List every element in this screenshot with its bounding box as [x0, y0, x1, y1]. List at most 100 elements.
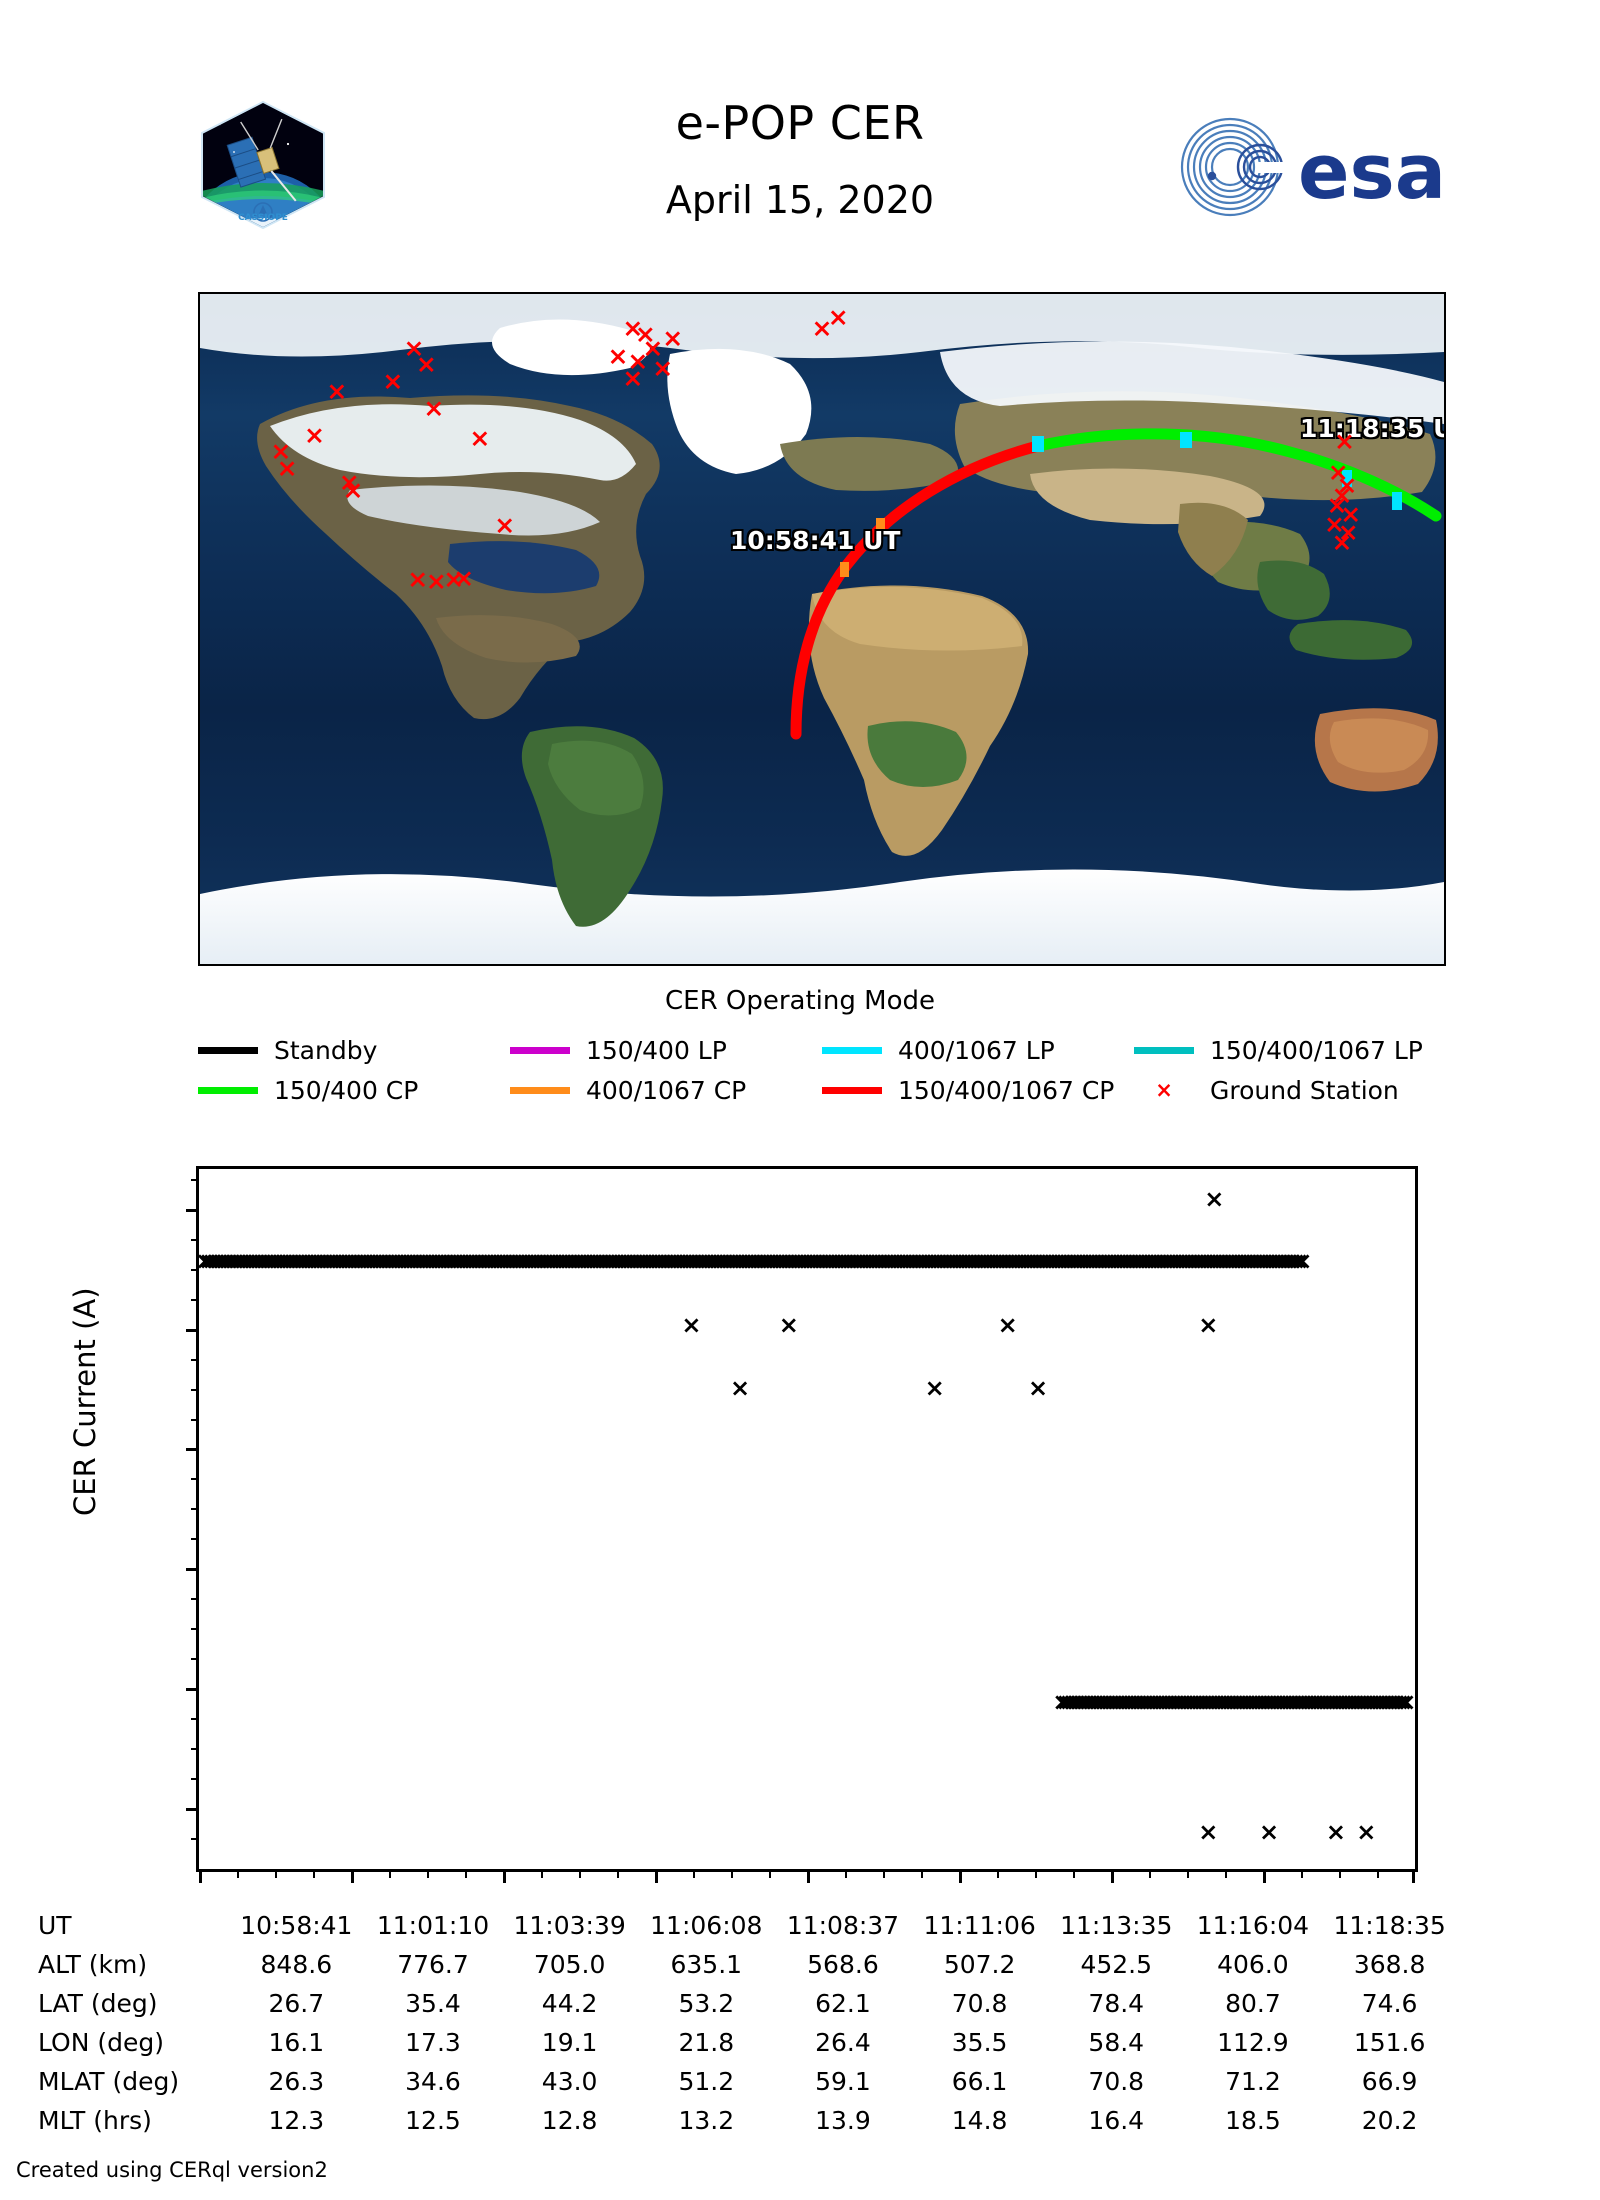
- data-point: ×: [997, 1247, 1019, 1276]
- table-row: MLAT (deg) 26.3 34.6 43.0 51.2 59.1 66.1 70.8 71…: [38, 2062, 1458, 2101]
- data-point: ×: [598, 1247, 619, 1276]
- data-point: ×: [1073, 1688, 1095, 1717]
- data-point: ×: [1001, 1247, 1022, 1276]
- data-point: ×: [1050, 1247, 1071, 1276]
- legend-item[interactable]: 150/400 CP: [198, 1076, 418, 1105]
- data-point: ×: [1059, 1247, 1081, 1276]
- data-point: ×: [1261, 1247, 1282, 1276]
- data-point: ×: [1058, 1688, 1079, 1717]
- data-point: ×: [244, 1247, 265, 1276]
- data-point: ×: [1286, 1247, 1307, 1276]
- data-point: ×: [309, 1247, 330, 1276]
- table-cell: 71.2: [1225, 2067, 1281, 2096]
- data-point: ×: [1126, 1688, 1147, 1717]
- table-row-label: LAT (deg): [38, 1989, 158, 2018]
- map-start-time-label: 10:58:41 UT: [730, 526, 901, 555]
- cer-current-plot[interactable]: × × × × × × × × × × × × × × × × × × × × × × × × × × × × × × × × × × × × × × × ×…: [186, 1166, 1418, 1883]
- data-point: ×: [219, 1247, 240, 1276]
- data-point: ×: [836, 1247, 857, 1276]
- legend-item[interactable]: 150/400/1067 LP: [1134, 1036, 1423, 1065]
- data-point: ×: [1016, 1247, 1037, 1276]
- data-point: ×: [681, 1247, 702, 1276]
- data-point: ×: [1108, 1688, 1129, 1717]
- y-axis-tick: [186, 1688, 199, 1692]
- table-row: LON (deg) 16.1 17.3 19.1 21.8 26.4 35.5 58.4 112…: [38, 2023, 1458, 2062]
- data-point: ×: [684, 1247, 705, 1276]
- table-cell: 151.6: [1353, 2028, 1426, 2057]
- data-point: ×: [1283, 1247, 1304, 1276]
- data-point: ×: [1309, 1688, 1330, 1717]
- data-point: ×: [1303, 1688, 1324, 1717]
- data-point: ×: [1380, 1688, 1402, 1717]
- data-point: ×: [1152, 1247, 1174, 1276]
- data-point: ×: [1201, 1688, 1222, 1717]
- legend-item[interactable]: Standby: [198, 1036, 377, 1065]
- legend-item[interactable]: 400/1067 CP: [510, 1076, 746, 1105]
- data-point: ×: [1115, 1247, 1136, 1276]
- legend-label: 400/1067 LP: [898, 1035, 1055, 1065]
- ground-station-marker: ×: [622, 363, 644, 393]
- x-axis-tick: [351, 1869, 354, 1883]
- data-point: ×: [867, 1247, 888, 1276]
- table-cell: 62.1: [815, 1989, 871, 2018]
- data-point: ×: [768, 1247, 789, 1276]
- ground-station-marker: ×: [634, 319, 656, 349]
- data-point: ×: [1159, 1247, 1180, 1276]
- x-axis-minor-tick: [693, 1869, 695, 1878]
- data-point: ×: [1123, 1688, 1144, 1717]
- data-point: ×: [1190, 1247, 1211, 1276]
- data-point: ×: [728, 1247, 749, 1276]
- data-point: ×: [1312, 1688, 1333, 1717]
- data-point: ×: [908, 1247, 929, 1276]
- data-point: ×: [1290, 1688, 1312, 1717]
- table-row: UT 10:58:41 11:01:10 11:03:39 11:06:08 11:08:…: [38, 1906, 1458, 1945]
- data-point: ×: [1207, 1688, 1228, 1717]
- data-point: ×: [759, 1247, 780, 1276]
- ground-station-marker: ×: [1333, 426, 1355, 456]
- table-cell: 19.1: [541, 2028, 598, 2057]
- data-point: ×: [777, 1247, 798, 1276]
- table-cell: 35.4: [405, 1989, 461, 2018]
- table-cell: 12.5: [405, 2106, 461, 2135]
- orbit-map[interactable]: 10:58:41 UT 11:18:35 UT ××××××××××××××××…: [198, 292, 1446, 966]
- legend-item[interactable]: 150/400 LP: [510, 1036, 727, 1065]
- data-point: ×: [1359, 1688, 1380, 1717]
- page-title: e-POP CER: [675, 96, 925, 150]
- data-point: ×: [687, 1247, 709, 1276]
- data-point: ×: [1067, 1688, 1088, 1717]
- data-point: ×: [365, 1247, 386, 1276]
- data-point: ×: [1249, 1247, 1270, 1276]
- data-point: ×: [898, 1247, 919, 1276]
- data-point: ×: [582, 1247, 603, 1276]
- data-point: ×: [1176, 1688, 1197, 1717]
- data-point: ×: [421, 1247, 442, 1276]
- data-point: ×: [607, 1247, 628, 1276]
- data-point: ×: [678, 1247, 699, 1276]
- data-point: ×: [1247, 1688, 1268, 1717]
- data-point: ×: [663, 1247, 684, 1276]
- data-point: ×: [1160, 1688, 1181, 1717]
- legend-item[interactable]: × Ground Station: [1134, 1076, 1399, 1105]
- ground-station-marker: ×: [415, 349, 437, 379]
- data-point: ×: [778, 1310, 799, 1339]
- x-axis-minor-tick: [237, 1869, 239, 1878]
- data-point: ×: [1166, 1688, 1188, 1717]
- data-point: ×: [1278, 1688, 1299, 1717]
- data-point: ×: [563, 1247, 585, 1276]
- data-point: ×: [656, 1247, 678, 1276]
- y-axis-tick: [186, 1208, 199, 1212]
- data-point: ×: [1125, 1247, 1146, 1276]
- data-point: ×: [201, 1247, 222, 1276]
- data-point: ×: [399, 1247, 420, 1276]
- data-point: ×: [703, 1247, 724, 1276]
- data-point: ×: [505, 1247, 526, 1276]
- legend-item[interactable]: 400/1067 LP: [822, 1036, 1055, 1065]
- data-point: ×: [257, 1247, 278, 1276]
- data-point: ×: [1272, 1688, 1293, 1717]
- data-point: ×: [576, 1247, 597, 1276]
- data-point: ×: [1064, 1688, 1085, 1717]
- legend-label: 400/1067 CP: [586, 1075, 747, 1105]
- data-point: ×: [250, 1247, 271, 1276]
- legend-item[interactable]: 150/400/1067 CP: [822, 1076, 1114, 1105]
- data-point: ×: [1328, 1688, 1349, 1717]
